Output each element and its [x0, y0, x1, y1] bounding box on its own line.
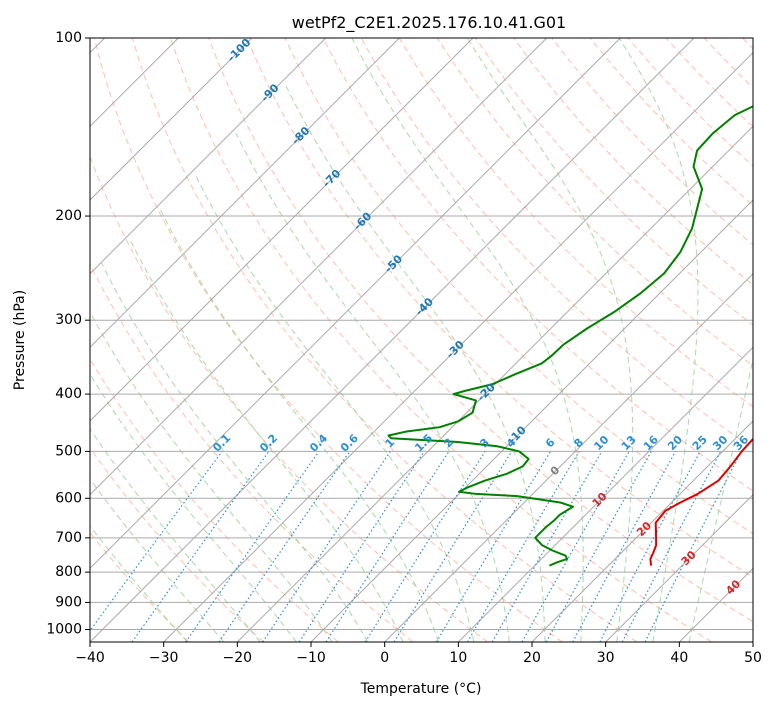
background-grid	[90, 38, 753, 642]
mixing-ratio-line	[185, 451, 320, 642]
mixing-ratio-line	[90, 451, 223, 632]
mixing-ratio-line	[572, 451, 677, 642]
dry-adiabat-line	[93, 38, 563, 642]
mixing-ratio-line	[644, 451, 743, 642]
isotherm-line	[90, 38, 621, 570]
dewpoint-profile-line	[387, 105, 753, 567]
isotherm-line	[752, 641, 753, 642]
y-axis-label: Pressure (hPa)	[12, 290, 28, 390]
dry-adiabat-line	[208, 38, 753, 623]
y-tick-label: 1000	[46, 621, 82, 637]
isotherm-line	[90, 38, 695, 642]
moist-adiabat-line	[90, 478, 225, 642]
y-tick-label: 300	[55, 312, 82, 328]
x-tick-label: 50	[744, 650, 762, 666]
dry-adiabat-line	[475, 38, 753, 326]
moist-adiabat-line	[194, 174, 475, 642]
mixing-ratio-line	[262, 451, 391, 642]
temperature-profile-line	[649, 437, 753, 566]
y-tick-label: 900	[55, 594, 82, 610]
dry-adiabat-line	[170, 38, 713, 642]
mixing-ratio-line	[131, 451, 270, 642]
moist-adiabat-line	[90, 427, 261, 642]
isotherm-line	[90, 38, 474, 422]
isotherm-line	[310, 199, 753, 642]
x-tick-label: −40	[75, 650, 105, 666]
x-tick-label: 30	[597, 650, 615, 666]
x-tick-label: −20	[223, 650, 253, 666]
chart-title: wetPf2_C2E1.2025.176.10.41.G01	[292, 13, 566, 33]
mixing-ratio-line	[325, 451, 450, 642]
plot-area	[90, 38, 753, 642]
dry-adiabat-line	[90, 446, 264, 642]
isotherm-line	[90, 38, 327, 275]
x-tick-label: 0	[380, 650, 389, 666]
moist-adiabat-line	[688, 356, 753, 642]
y-tick-label: 600	[55, 490, 82, 506]
moist-adiabat-line	[285, 84, 546, 642]
mixing-ratio-line	[298, 451, 425, 642]
isotherm-line	[90, 38, 253, 201]
x-tick-label: 20	[523, 650, 541, 666]
dry-adiabat-line	[513, 38, 753, 286]
isotherm-line	[531, 420, 753, 642]
dry-adiabat-line	[90, 262, 414, 642]
y-tick-label: 100	[55, 30, 82, 46]
sounding-series	[387, 105, 753, 567]
x-tick-label: −30	[149, 650, 179, 666]
moist-adiabat-line	[130, 240, 404, 642]
moist-adiabat-line	[618, 38, 699, 642]
isotherm-line	[90, 38, 548, 496]
dry-adiabat-line	[246, 38, 753, 578]
y-tick-label: 200	[55, 208, 82, 224]
y-tick-label: 800	[55, 564, 82, 580]
dry-adiabat-line	[131, 38, 638, 642]
moist-adiabat-line	[90, 310, 333, 642]
moist-adiabat-line	[159, 209, 439, 642]
mixing-ratio-line	[218, 451, 351, 642]
isotherm-line	[457, 346, 753, 642]
mixing-ratio-line	[521, 451, 630, 642]
x-tick-label: 10	[449, 650, 467, 666]
y-tick-label: 500	[55, 443, 82, 459]
moist-adiabat-line	[90, 525, 188, 642]
y-tick-label: 400	[55, 386, 82, 402]
x-tick-label: −10	[296, 650, 326, 666]
x-tick-label: 40	[670, 650, 688, 666]
moist-adiabat-line	[351, 38, 584, 642]
dry-adiabat-line	[322, 38, 753, 492]
isotherm-line	[236, 125, 753, 642]
dry-adiabat-line	[90, 358, 339, 642]
y-tick-label: 700	[55, 530, 82, 546]
isotherm-line	[605, 493, 753, 642]
dry-adiabat-line	[284, 38, 753, 535]
plot-frame	[89, 37, 754, 643]
isotherm-line	[90, 38, 400, 349]
isotherm-line	[384, 272, 753, 642]
isotherm-line	[163, 51, 753, 642]
x-axis-label: Temperature (°C)	[360, 681, 482, 697]
mixing-ratio-line	[545, 451, 652, 642]
